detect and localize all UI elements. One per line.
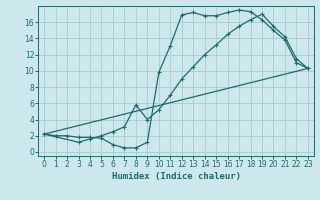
X-axis label: Humidex (Indice chaleur): Humidex (Indice chaleur) (111, 172, 241, 181)
